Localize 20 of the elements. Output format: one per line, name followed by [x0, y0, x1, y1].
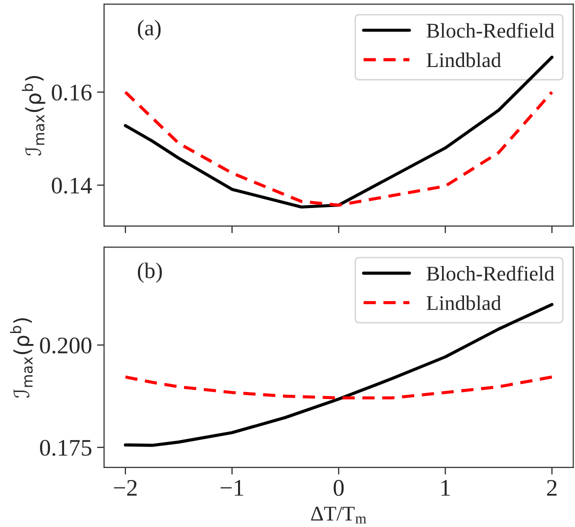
line-series: [124, 90, 554, 207]
y-tick-label: 0.175: [40, 440, 92, 456]
legend-label: Bloch-Redfield: [426, 266, 554, 281]
x-tick-label: −2: [114, 480, 137, 496]
line-series: [124, 375, 554, 400]
x-tick-label: 2: [547, 480, 557, 496]
y-axis-title: ℐ$_{max}$(ρ$^{b}$): [10, 318, 34, 398]
x-tick-label: 0: [334, 480, 344, 496]
annotation: (b): [138, 262, 162, 283]
x-tick-label: 1: [441, 480, 450, 496]
legend-label: Bloch-Redfield: [426, 22, 554, 38]
y-tick-label: 0.14: [52, 178, 92, 194]
y-tick-label: 0.16: [52, 84, 92, 101]
annotation: (a): [138, 20, 161, 40]
y-axis-title: ℐ$_{max}$(ρ$^{b}$): [22, 76, 46, 156]
legend-label: Lindblad: [426, 295, 502, 310]
legend-label: Lindblad: [426, 52, 502, 68]
x-axis-title: ΔT/T$_{m}$: [311, 506, 366, 524]
x-tick-label: −1: [220, 480, 244, 496]
y-tick-label: 0.200: [40, 338, 92, 354]
